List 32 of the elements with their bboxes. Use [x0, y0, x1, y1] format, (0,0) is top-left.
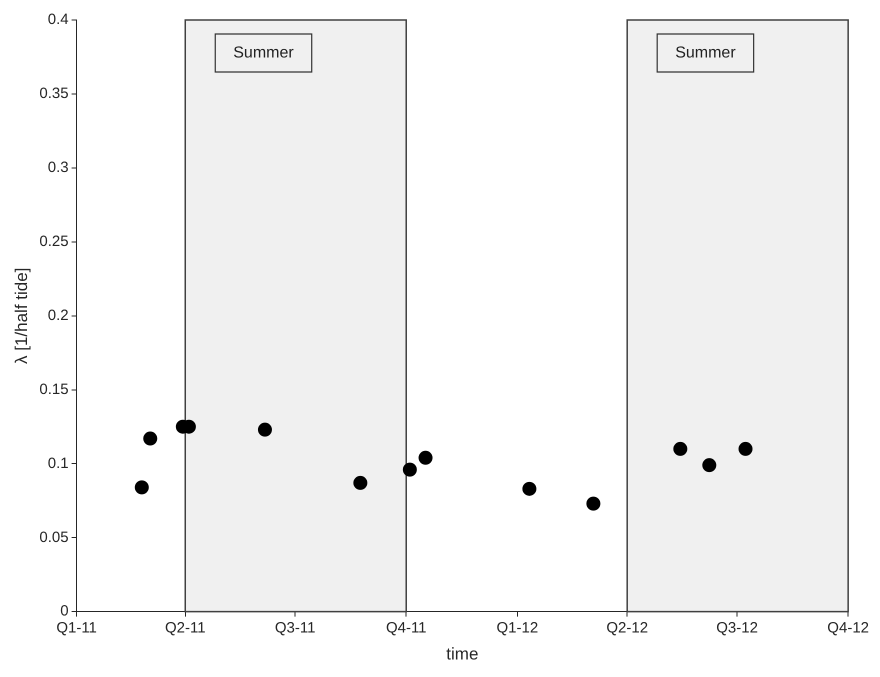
x-tick-label: Q4-12: [827, 620, 870, 637]
point: [702, 458, 716, 472]
point: [522, 482, 536, 496]
y-tick-label: 0.05: [39, 528, 69, 546]
band-label: Summer: [233, 44, 294, 62]
point: [738, 442, 753, 456]
x-tick-label: Q3-11: [274, 620, 316, 637]
x-tick-label: Q1-11: [56, 620, 97, 637]
point: [258, 422, 272, 437]
point: [418, 450, 433, 465]
y-tick-label: 0: [60, 602, 69, 620]
point: [673, 442, 688, 456]
band-label: Summer: [675, 44, 736, 62]
point: [134, 480, 149, 494]
y-tick-label: 0.15: [39, 380, 69, 398]
y-tick-label: 0.25: [39, 232, 69, 250]
point: [353, 476, 368, 490]
y-axis-title: λ [1/half tide]: [12, 268, 31, 364]
x-tick-label: Q2-12: [606, 620, 648, 637]
point: [402, 462, 417, 477]
x-tick-label: Q1-12: [496, 620, 538, 637]
point: [586, 496, 600, 511]
y-tick-label: 0.4: [48, 11, 69, 28]
x-tick-label: Q4-11: [386, 620, 427, 637]
x-axis-title: time: [446, 644, 478, 664]
point: [143, 432, 158, 446]
y-tick-label: 0.2: [48, 306, 69, 324]
x-tick-label: Q3-12: [716, 620, 758, 637]
y-tick-label: 0.1: [48, 454, 69, 472]
y-tick-label: 0.35: [39, 85, 69, 102]
y-tick-label: 0.3: [48, 159, 69, 176]
x-tick-label: Q2-11: [164, 620, 206, 637]
